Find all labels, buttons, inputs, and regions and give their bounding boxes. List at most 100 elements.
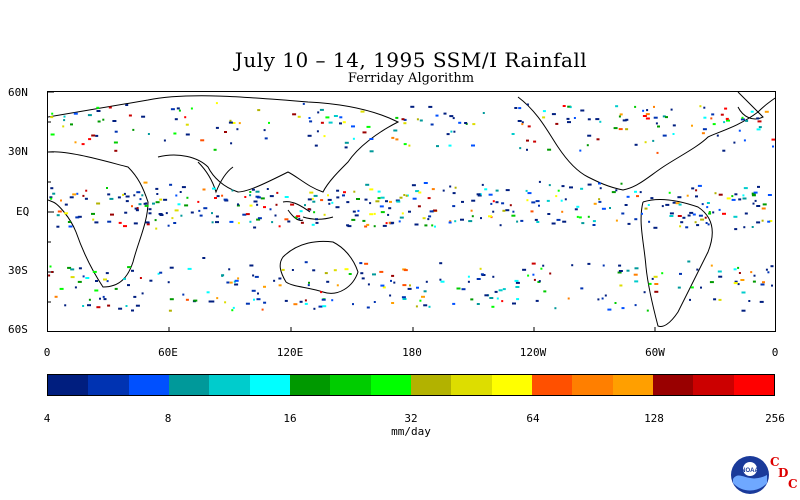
rain-cell [224,301,227,304]
rain-cell [496,297,499,300]
rain-cell [460,218,464,221]
noaa-logo: NOAA [731,456,769,494]
rain-cell [257,217,262,220]
rain-cell [113,141,118,144]
rain-cell [88,138,92,141]
rain-cell [136,191,141,194]
rainfall-map-canvas [48,92,775,331]
rain-cell [82,275,85,278]
rain-cell [725,117,729,120]
rain-cell [94,289,99,292]
rain-cell [652,139,655,142]
rain-cell [67,266,72,269]
rain-cell [511,133,515,135]
rain-cell [373,225,376,228]
rain-cell [230,142,233,145]
rain-cell [685,226,689,229]
rain-cell [403,269,408,272]
rain-cell [271,221,274,224]
rain-cell [686,194,689,197]
rain-cell [170,108,175,111]
rain-cell [269,208,272,211]
rain-cell [751,226,754,228]
rain-cell [634,218,638,221]
colorbar-swatch [491,375,532,395]
rain-cell [532,273,535,276]
colorbar-swatch [451,375,492,395]
cdc-letter-3: C [788,477,798,491]
rain-cell [744,212,748,215]
rain-cell [263,285,266,288]
rain-cell [109,197,114,200]
rain-cell [765,268,768,271]
rain-cell [689,211,694,214]
rain-cell [433,209,437,212]
rain-cell [752,202,755,205]
rain-cell [229,281,233,284]
rain-cell [215,102,218,105]
rain-cell [540,267,543,270]
rain-cell [377,197,381,200]
lat-label-60s: 60S [8,323,28,336]
rain-cell [385,222,388,225]
rain-cell [422,217,426,220]
rain-cell [527,125,531,128]
rain-cell [296,215,301,218]
rain-cell [416,118,419,121]
rain-cell [737,266,740,269]
rain-cell [626,269,630,272]
rain-cell [416,286,419,289]
rain-cell [701,132,705,135]
lon-label-120w: 120W [519,346,547,359]
rain-cell [375,200,380,203]
rain-cell [221,194,224,197]
rain-cell [689,298,691,301]
colorbar-swatch [531,375,573,395]
rain-cell [757,120,762,123]
rain-cell [244,196,247,198]
rain-cell [360,272,364,275]
rain-cell [751,192,756,195]
rain-cell [706,206,709,209]
rain-cell [592,220,596,223]
rain-cell [74,141,77,144]
rain-cell [480,273,484,276]
rain-cell [657,125,660,128]
rain-cell [278,225,281,228]
rain-cell [562,105,566,107]
rain-cell [767,271,770,274]
rain-cell [488,215,492,218]
rain-cell [580,109,585,112]
rain-cell [237,277,240,280]
rain-cell [596,138,600,141]
rain-cell [307,134,312,137]
rain-cell [402,284,407,287]
rain-cell [554,307,557,310]
rain-cell [328,121,333,124]
rain-cell [756,117,760,120]
rain-cell [232,306,235,309]
rain-cell [132,128,135,131]
rain-cell [291,269,294,271]
rain-cell [734,193,738,196]
rain-cell [85,189,88,192]
rain-cell [163,198,168,201]
rain-cell [318,305,323,308]
rain-cell [535,200,540,203]
rain-cell [50,116,54,119]
rain-cell [448,221,452,224]
rain-cell [57,210,62,213]
rain-cell [353,190,356,193]
rain-cell [328,202,331,205]
rain-cell [110,213,114,216]
rain-cell [302,102,305,105]
rain-cell [622,119,627,122]
rain-cell [114,149,118,152]
rain-cell [56,225,60,228]
rain-cell [708,212,712,215]
rain-cell [615,105,619,108]
rain-cell [647,204,650,206]
rain-cell [587,134,592,137]
rain-cell [516,220,519,223]
rain-cell [125,195,130,198]
